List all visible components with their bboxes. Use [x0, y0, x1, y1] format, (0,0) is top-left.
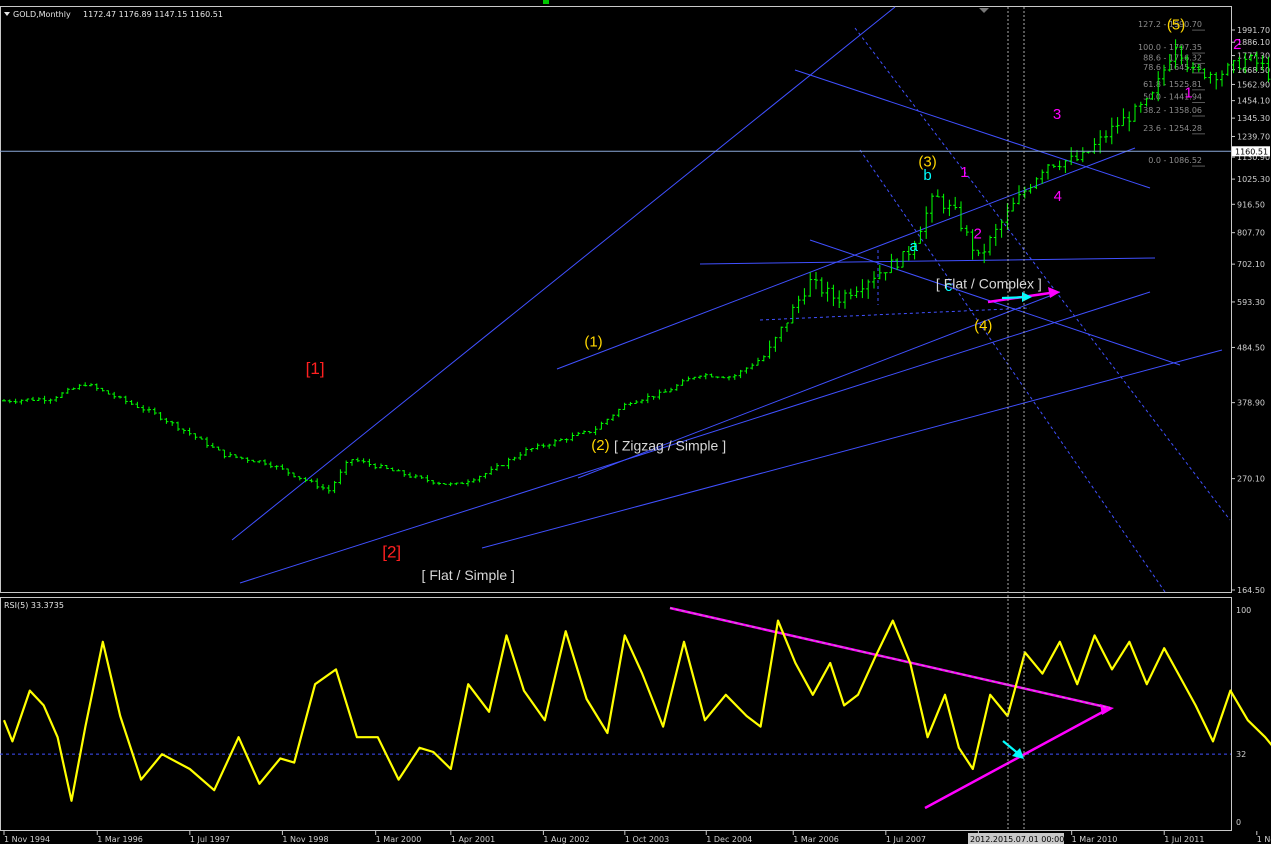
- wave-label: (1): [584, 334, 602, 351]
- current-price-box: [1232, 146, 1270, 157]
- rsi-support-line[interactable]: [924, 706, 1111, 810]
- timeframe-marker: [543, 0, 549, 4]
- wave-label: [1]: [306, 359, 325, 378]
- time-tick-label: 1 Jul 2011: [1164, 835, 1204, 844]
- price-tick-label: 164.50: [1237, 586, 1265, 595]
- price-tick-label: 1025.30: [1237, 175, 1270, 184]
- symbol-label: GOLD,Monthly: [13, 10, 71, 19]
- wave-label: [2]: [382, 543, 401, 562]
- pattern-note: [ Flat / Complex ]: [936, 275, 1042, 291]
- arrow-head-icon: [1012, 748, 1024, 759]
- time-tick-label: 1 Jul 2007: [886, 835, 926, 844]
- price-tick-label: 702.10: [1237, 260, 1265, 269]
- price-tick-label: 1130.90: [1237, 153, 1270, 162]
- channel-line-2[interactable]: [556, 147, 1136, 370]
- projection-line-1[interactable]: [854, 27, 1231, 521]
- ohlc-label: 1172.47 1176.89 1147.15 1160.51: [83, 10, 223, 19]
- wave-label: (2): [591, 437, 609, 454]
- wave-label: (3): [918, 153, 936, 170]
- trendline-upper[interactable]: [231, 6, 896, 541]
- fib-level-label: 88.6 - 1716.32: [1143, 53, 1202, 62]
- price-tick-label: 1668.50: [1237, 66, 1270, 75]
- fib-level-label: 61.8 - 1525.81: [1143, 80, 1202, 89]
- main-panel: [0, 6, 1232, 593]
- trendline-base[interactable]: [481, 349, 1223, 549]
- price-tick-label: 1345.30: [1237, 114, 1270, 123]
- price-tick-label: 1454.10: [1237, 97, 1270, 106]
- rsi-tick-label: 0: [1236, 818, 1241, 827]
- price-tick-label: 593.30: [1237, 298, 1265, 307]
- scroll-marker-icon: [979, 8, 989, 13]
- wave-label: (4): [974, 317, 992, 334]
- price-tick-label: 1991.70: [1237, 26, 1270, 35]
- wave-label: 1: [1184, 84, 1192, 101]
- time-tick-label: 1 Oct 2003: [625, 835, 669, 844]
- collapse-arrow-icon[interactable]: [4, 12, 10, 16]
- pattern-note: [ Zigzag / Simple ]: [614, 438, 726, 454]
- fib-level-label: 78.6 - 1645.23: [1143, 63, 1202, 72]
- time-axis: 1 Nov 1994 1 Mar 1996 1 Jul 1997 1 Nov 1998…: [3, 831, 1271, 844]
- rsi-panel: [0, 597, 1232, 831]
- crosshair-time-box: [968, 833, 1064, 844]
- rsi-series: [2, 619, 1271, 802]
- price-tick-label: 1777.30: [1237, 52, 1270, 61]
- fib-level-label: 0.0 - 1086.52: [1148, 156, 1202, 165]
- price-tick-label: 916.50: [1237, 200, 1265, 209]
- crosshair-time-label: 2012.2015.07.01 00:00: [970, 835, 1064, 844]
- channel-line-5[interactable]: [699, 257, 1156, 265]
- time-tick-label: 1 Mar 1996: [97, 835, 143, 844]
- rsi-resistance-line[interactable]: [669, 606, 1111, 710]
- fib-level-label: 50.0 - 1441.94: [1143, 93, 1202, 102]
- current-price-label: 1160.51: [1235, 147, 1268, 156]
- wave-label: 2: [1233, 36, 1241, 53]
- time-tick-label: 1 Jul 1997: [190, 835, 230, 844]
- time-tick-label: 1 Mar 2010: [1072, 835, 1118, 844]
- labels-layer: (5)(3)(1)(2)(4)[1][2][4]214314235bacabc[…: [306, 17, 1242, 583]
- price-tick-label: 378.90: [1237, 399, 1265, 408]
- time-tick-label: 1 Dec 2004: [706, 835, 752, 844]
- time-tick-label: 1 Mar 2006: [793, 835, 839, 844]
- fib-level-label: 38.2 - 1358.06: [1143, 106, 1202, 115]
- rsi-tick-label: 100: [1236, 606, 1251, 615]
- time-tick-label: 1 Apr 2001: [451, 835, 495, 844]
- channel-line-3[interactable]: [794, 69, 1151, 189]
- drawings-layer: [231, 6, 1231, 810]
- price-tick-label: 807.70: [1237, 229, 1265, 238]
- price-tick-label: 1886.10: [1237, 38, 1270, 47]
- price-axis: 1991.70 1886.10 1777.30 1668.50 1562.90 1454.…: [1231, 26, 1270, 595]
- rsi-axis: 100 32 0: [0, 606, 1251, 827]
- wave-label: c: [945, 278, 953, 295]
- wave-label: 3: [1053, 106, 1061, 123]
- time-tick-label: 1 Nov 2012: [1257, 835, 1271, 844]
- time-tick-label: 1 Nov 1998: [282, 835, 328, 844]
- price-series: [2, 39, 1271, 494]
- time-tick-label: 1 Nov 1994: [4, 835, 50, 844]
- channel-line-4[interactable]: [809, 239, 1181, 366]
- price-tick-label: 1239.70: [1237, 132, 1270, 141]
- fib-level-label: 23.6 - 1254.28: [1143, 124, 1202, 133]
- wave-label: (5): [1167, 17, 1185, 34]
- time-tick-label: 1 Mar 2000: [376, 835, 422, 844]
- rsi-label: RSI(5) 33.3735: [4, 601, 64, 610]
- wave-label: 4: [1054, 188, 1062, 205]
- wave-label: b: [923, 167, 931, 184]
- wave-label: a: [910, 238, 919, 255]
- wave-label: 2: [974, 226, 982, 243]
- wave-label: 1: [960, 164, 968, 181]
- price-tick-label: 484.50: [1237, 343, 1265, 352]
- arrow-head-icon: [1048, 287, 1060, 298]
- price-tick-label: 270.10: [1237, 475, 1265, 484]
- trendline-lower[interactable]: [239, 291, 1151, 584]
- pattern-note: [ Flat / Simple ]: [422, 567, 515, 583]
- price-tick-label: 1562.90: [1237, 80, 1270, 89]
- time-tick-label: 1 Aug 2002: [543, 835, 589, 844]
- rsi-tick-label: 32: [1236, 750, 1246, 759]
- fib-level-label: 127.2 - 1990.70: [1138, 20, 1202, 29]
- fib-level-label: 100.0 - 1797.35: [1138, 43, 1202, 52]
- rsi-line: [2, 619, 1271, 802]
